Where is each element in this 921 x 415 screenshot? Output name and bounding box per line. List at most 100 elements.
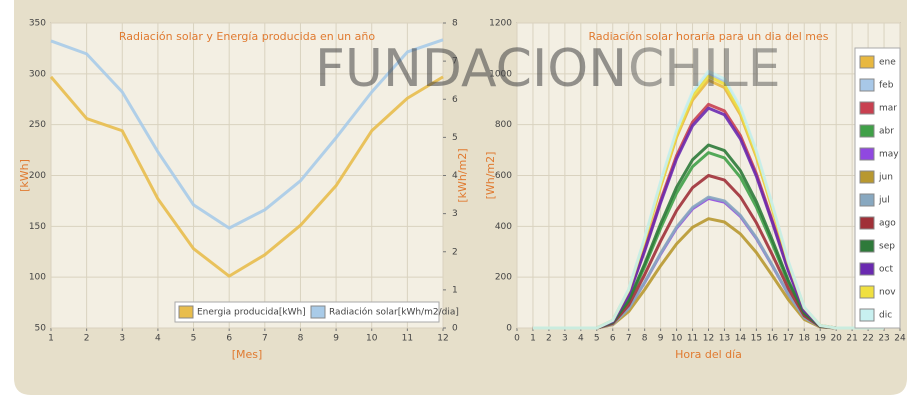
x-tick-label: 14 bbox=[735, 334, 747, 344]
legend-swatch bbox=[859, 193, 875, 207]
y-tick-label: 350 bbox=[29, 19, 46, 29]
x-tick-label: 11 bbox=[402, 334, 413, 344]
legend-swatch bbox=[859, 101, 875, 115]
line-series bbox=[50, 38, 444, 230]
y2-tick-label: 3 bbox=[452, 209, 458, 219]
x-tick-label: 1 bbox=[48, 334, 54, 344]
y2-tick-label: 6 bbox=[452, 95, 458, 105]
y-axis-label: [Wh/m2] bbox=[484, 152, 497, 200]
x-tick-label: 21 bbox=[846, 334, 857, 344]
legend-label: dic bbox=[879, 311, 892, 321]
x-tick-label: 22 bbox=[862, 334, 873, 344]
x-axis-label: Hora del día bbox=[675, 348, 742, 361]
x-tick-label: 20 bbox=[830, 334, 842, 344]
x-tick-label: 3 bbox=[119, 334, 125, 344]
x-tick-label: 7 bbox=[626, 334, 632, 344]
chart-title: Radiación solar horaria para un dia del … bbox=[589, 30, 829, 43]
line-series bbox=[49, 75, 444, 278]
legend-box bbox=[854, 47, 901, 329]
x-tick-label: 5 bbox=[594, 334, 600, 344]
x-tick-label: 2 bbox=[84, 334, 90, 344]
y-tick-label: 200 bbox=[495, 273, 512, 283]
legend-label: nov bbox=[879, 288, 896, 298]
x-tick-label: 16 bbox=[767, 334, 779, 344]
x-tick-label: 6 bbox=[610, 334, 616, 344]
x-tick-label: 17 bbox=[783, 334, 794, 344]
y2-tick-label: 4 bbox=[452, 171, 458, 181]
x-tick-label: 10 bbox=[671, 334, 683, 344]
legend-swatch bbox=[859, 216, 875, 230]
x-tick-label: 18 bbox=[799, 334, 811, 344]
legend-swatch bbox=[859, 147, 875, 161]
legend-label: feb bbox=[879, 81, 894, 91]
x-tick-label: 9 bbox=[333, 334, 339, 344]
legend-swatch bbox=[178, 305, 194, 319]
legend-label: sep bbox=[879, 242, 895, 252]
x-tick-label: 24 bbox=[894, 334, 906, 344]
legend-label: ago bbox=[879, 219, 896, 229]
plot: 1 2 3 4 5 6 7 8 9 10 11 125010015020025030035001234… bbox=[18, 19, 469, 362]
x-tick-label: 3 bbox=[562, 334, 568, 344]
legend-box bbox=[174, 301, 440, 323]
x-tick-label: 8 bbox=[642, 334, 648, 344]
legend-label: jun bbox=[878, 173, 893, 183]
x-axis-label: [Mes] bbox=[232, 348, 263, 361]
y-tick-label: 400 bbox=[495, 222, 512, 232]
y-tick-label: 150 bbox=[29, 222, 46, 232]
legend-swatch bbox=[859, 78, 875, 92]
x-tick-label: 2 bbox=[546, 334, 552, 344]
x-tick-label: 1 bbox=[530, 334, 536, 344]
y-tick-label: 50 bbox=[35, 324, 47, 334]
legend-label: oct bbox=[879, 265, 893, 275]
legend-label: Radiación solar[kWh/m2/dia] bbox=[329, 307, 459, 318]
x-tick-label: 19 bbox=[814, 334, 826, 344]
legend-swatch bbox=[310, 305, 326, 319]
x-tick-label: 4 bbox=[578, 334, 584, 344]
y2-tick-label: 0 bbox=[452, 324, 458, 334]
y2-axis-label: [kWh/m2] bbox=[456, 148, 469, 202]
y-tick-label: 800 bbox=[495, 120, 512, 130]
x-tick-label: 12 bbox=[437, 334, 448, 344]
y-tick-label: 1000 bbox=[489, 69, 512, 79]
x-tick-label: 11 bbox=[687, 334, 698, 344]
y-tick-label: 1200 bbox=[489, 19, 512, 29]
legend-swatch bbox=[859, 124, 875, 138]
legend-label: abr bbox=[879, 127, 894, 137]
y-tick-label: 0 bbox=[506, 324, 512, 334]
watermark: CHILE bbox=[628, 39, 781, 99]
y2-tick-label: 2 bbox=[452, 247, 458, 257]
x-tick-label: 13 bbox=[719, 334, 730, 344]
legend-swatch bbox=[859, 55, 875, 69]
legend-swatch bbox=[859, 239, 875, 253]
y2-tick-label: 5 bbox=[452, 133, 458, 143]
chart-title: Radiación solar y Energía producida en u… bbox=[119, 30, 375, 43]
legend-label: ene bbox=[879, 58, 896, 68]
x-tick-label: 8 bbox=[298, 334, 304, 344]
legend-label: mar bbox=[879, 104, 897, 114]
legend-label: may bbox=[879, 150, 899, 160]
y-tick-label: 300 bbox=[29, 69, 46, 79]
y-tick-label: 100 bbox=[29, 273, 46, 283]
x-tick-label: 6 bbox=[226, 334, 232, 344]
line-series bbox=[532, 69, 885, 330]
legend-label: jul bbox=[878, 196, 890, 206]
y2-tick-label: 1 bbox=[452, 285, 458, 295]
x-tick-label: 23 bbox=[878, 334, 889, 344]
x-tick-label: 4 bbox=[155, 334, 161, 344]
x-tick-label: 5 bbox=[191, 334, 197, 344]
plot: 0 1 2 3 4 5 6 7 8 9 10 11 12 13 14 15 16 17 18 19 20 21 22 23 24… bbox=[484, 19, 906, 362]
x-tick-label: 10 bbox=[366, 334, 378, 344]
y2-tick-label: 7 bbox=[452, 57, 458, 67]
y-tick-label: 250 bbox=[29, 120, 46, 130]
y-tick-label: 200 bbox=[29, 171, 46, 181]
legend-swatch bbox=[859, 262, 875, 276]
x-tick-label: 7 bbox=[262, 334, 268, 344]
legend-swatch bbox=[859, 285, 875, 299]
legend-label: Energia producida[kWh] bbox=[197, 308, 306, 318]
watermark: FUNDACION bbox=[315, 39, 627, 99]
y2-tick-label: 8 bbox=[452, 19, 458, 29]
y-tick-label: 600 bbox=[495, 171, 512, 181]
legend-swatch bbox=[859, 170, 875, 184]
